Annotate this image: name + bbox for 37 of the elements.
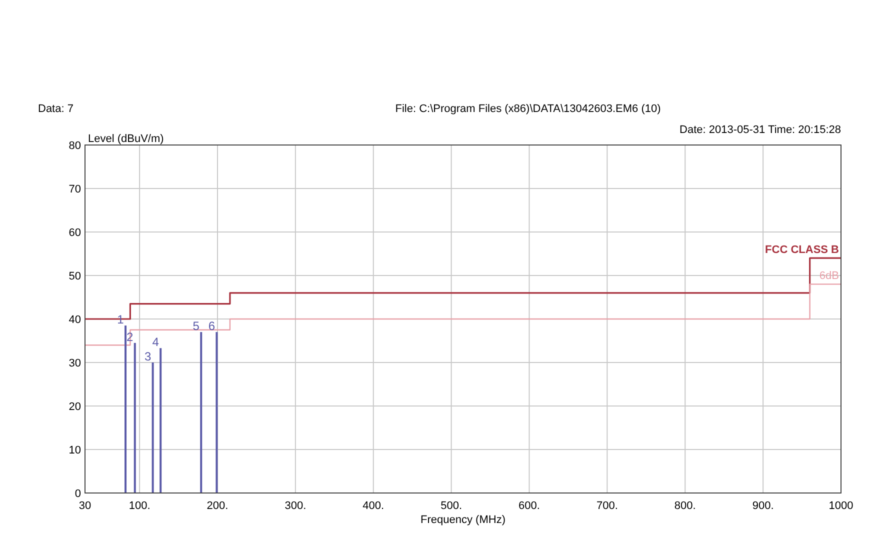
text: Data: 7 [38, 103, 74, 115]
bar [124, 326, 127, 493]
annotation: 4 [152, 335, 160, 350]
series-label: 6dB [819, 270, 839, 282]
y-tick-label: 70 [68, 184, 81, 196]
y-tick-label: 0 [74, 488, 81, 500]
x-tick-label: 100. [128, 500, 150, 512]
annotation: 3 [144, 350, 152, 364]
bar [216, 332, 218, 493]
bar [200, 332, 202, 493]
x-tick-label: 30 [78, 500, 92, 512]
bar [152, 362, 154, 493]
x-axis-title: Frequency (MHz) [420, 514, 506, 526]
bar [160, 348, 162, 493]
y-tick-label: 30 [68, 358, 81, 370]
bar [134, 342, 136, 493]
x-tick-label: 200. [206, 500, 228, 512]
x-tick-label: 1000 [828, 500, 854, 512]
x-tick-label: 600. [518, 500, 540, 512]
text: Date: 2013-05-31 Time: 20:15:28 [680, 124, 841, 136]
y-tick-label: 10 [68, 444, 81, 456]
text: File: C:\Program Files (x86)\DATA\13042603.EM6 (10) [395, 103, 661, 115]
y-tick-label: 20 [68, 401, 81, 413]
y-tick-label: 80 [68, 140, 81, 152]
annotation: 5 [192, 319, 200, 334]
y-axis-title: Level (dBuV/m) [88, 133, 164, 145]
y-tick-label: 40 [68, 314, 81, 326]
y-tick-label: 60 [68, 227, 81, 239]
annotation: 6 [208, 319, 216, 334]
x-tick-label: 300. [284, 500, 306, 512]
x-tick-label: 700. [596, 500, 618, 512]
x-tick-label: 900. [752, 500, 774, 512]
y-tick-label: 50 [68, 270, 81, 282]
series-label: FCC CLASS B [765, 244, 840, 256]
x-tick-label: 800. [674, 500, 696, 512]
x-tick-label: 400. [362, 500, 384, 512]
x-tick-label: 500. [440, 500, 462, 512]
